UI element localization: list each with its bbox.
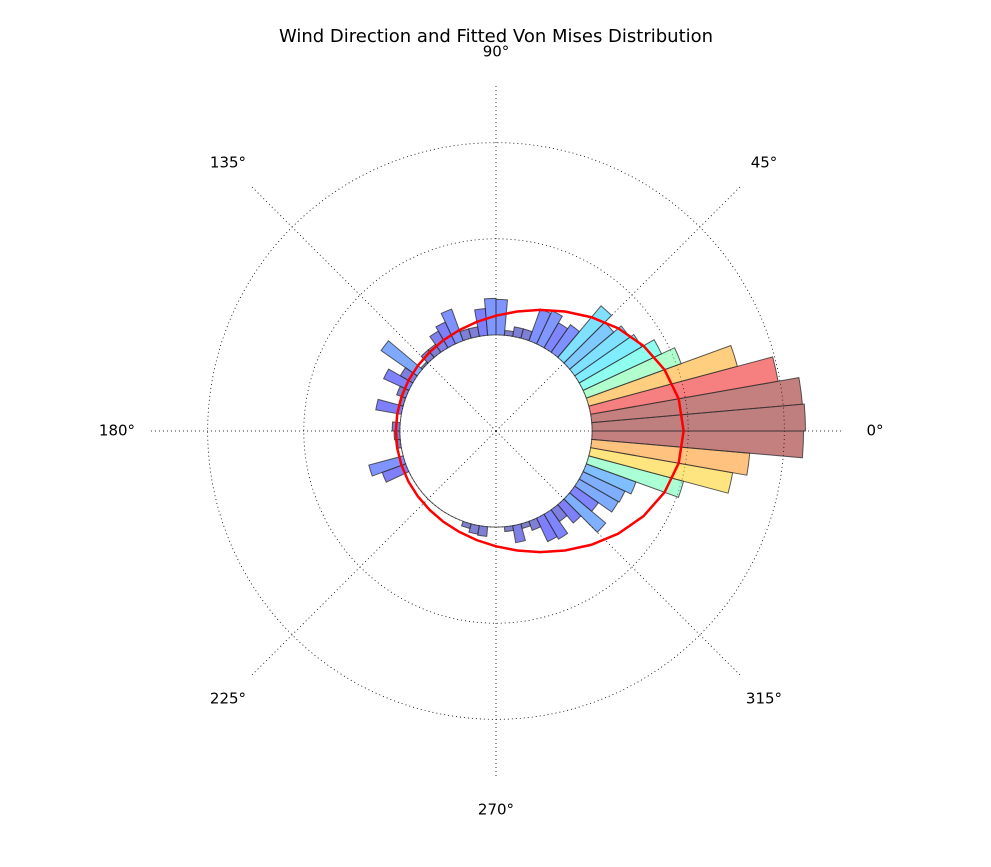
bar — [496, 299, 507, 335]
bar — [441, 510, 448, 515]
bar — [417, 486, 422, 493]
bar — [428, 499, 434, 505]
bar — [504, 526, 513, 532]
bar — [478, 526, 488, 537]
angle-tick-label: 225° — [210, 689, 246, 707]
bar — [400, 414, 401, 422]
bar — [513, 327, 524, 338]
angle-tick-label: 180° — [99, 422, 135, 440]
bar — [422, 493, 428, 499]
bar — [413, 479, 418, 486]
bar — [448, 514, 455, 518]
bar — [401, 448, 403, 456]
angle-tick-label: 270° — [478, 801, 514, 819]
angle-tick-label: 315° — [746, 689, 782, 707]
angle-tick-label: 0° — [866, 422, 883, 440]
grid-spoke — [251, 186, 496, 431]
angle-tick-label: 135° — [210, 154, 246, 172]
bar — [455, 518, 463, 521]
bar — [434, 505, 441, 510]
angle-tick-label: 90° — [483, 43, 510, 61]
bar — [409, 472, 413, 479]
bar — [421, 362, 428, 370]
bar — [504, 330, 513, 336]
angle-tick-label: 45° — [751, 154, 778, 172]
